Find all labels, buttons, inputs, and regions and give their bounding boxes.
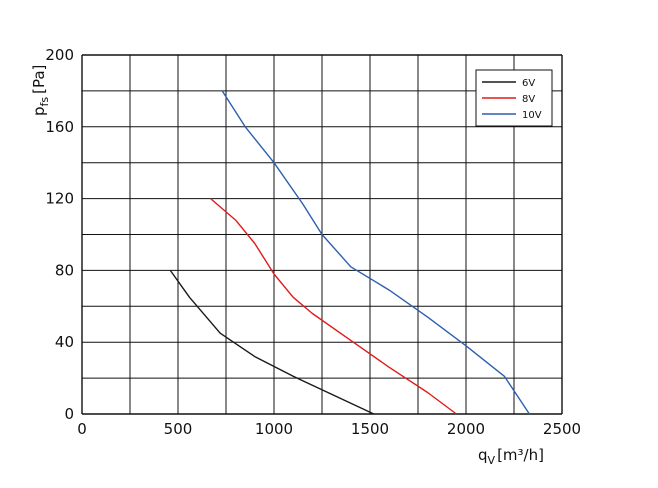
x-tick-label: 500 bbox=[164, 420, 193, 438]
series-line-6V bbox=[169, 269, 375, 415]
x-tick-label: 2000 bbox=[447, 420, 485, 438]
x-tick-label: 2500 bbox=[543, 420, 581, 438]
x-tick-label: 0 bbox=[77, 420, 87, 438]
tick-labels: 0 500 1000 1500 2000 2500 0 40 80 120 160 200 bbox=[45, 46, 581, 438]
legend: 6V 8V 10V bbox=[475, 69, 553, 127]
y-tick-label: 0 bbox=[64, 405, 74, 423]
y-tick-label: 120 bbox=[45, 190, 74, 208]
y-tick-label: 80 bbox=[55, 261, 74, 279]
grid bbox=[81, 54, 563, 415]
series-layer bbox=[169, 90, 530, 415]
x-axis-label: qV [m³/h] bbox=[478, 446, 544, 467]
legend-label-8V: 8V bbox=[522, 94, 535, 105]
series-line-10V bbox=[221, 90, 530, 415]
y-tick-label: 160 bbox=[45, 118, 74, 136]
y-axis-label: pfs[Pa] bbox=[30, 65, 51, 116]
x-tick-label: 1500 bbox=[351, 420, 389, 438]
x-tick-label: 1000 bbox=[255, 420, 293, 438]
y-tick-label: 40 bbox=[55, 333, 74, 351]
legend-label-6V: 6V bbox=[522, 78, 535, 89]
y-tick-label: 200 bbox=[45, 46, 74, 64]
legend-label-10V: 10V bbox=[522, 110, 542, 121]
series-line-8V bbox=[210, 198, 457, 415]
